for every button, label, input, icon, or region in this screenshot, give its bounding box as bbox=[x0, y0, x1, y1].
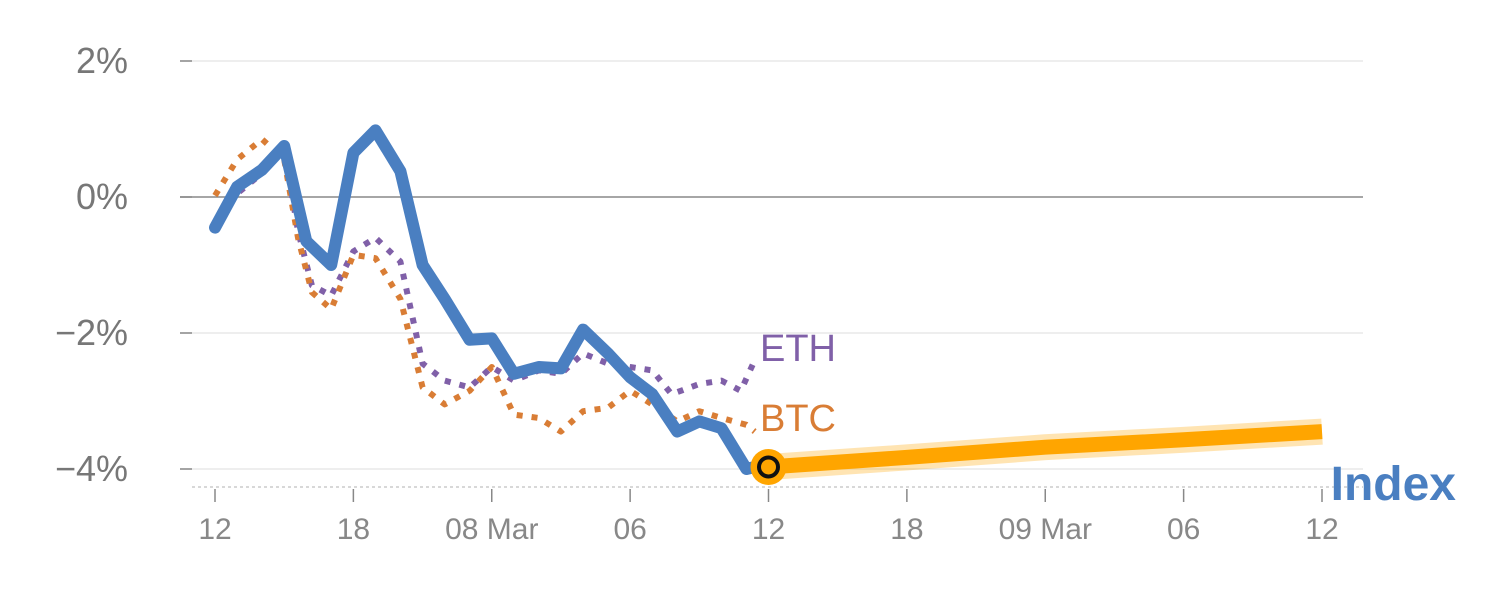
x-tick-label: 09 Mar bbox=[999, 513, 1092, 546]
x-tick-label: 06 bbox=[1167, 513, 1200, 546]
series-line-index bbox=[209, 124, 761, 475]
series-label-eth: ETH bbox=[760, 328, 836, 370]
x-tick-label: 06 bbox=[613, 513, 646, 546]
x-tick-label: 12 bbox=[198, 513, 231, 546]
x-tick-label: 18 bbox=[890, 513, 923, 546]
projection-line bbox=[767, 424, 1323, 475]
x-tick-label: 18 bbox=[337, 513, 370, 546]
y-tick-label: −4% bbox=[55, 448, 128, 489]
x-tick-label: 08 Mar bbox=[445, 513, 538, 546]
series-label-btc: BTC bbox=[760, 398, 836, 440]
y-tick-label: 2% bbox=[76, 40, 128, 81]
x-tick-label: 12 bbox=[752, 513, 785, 546]
x-tick-label: 12 bbox=[1305, 513, 1338, 546]
y-tick-label: 0% bbox=[76, 176, 128, 217]
current-marker-dot bbox=[757, 455, 780, 479]
current-marker-ring bbox=[750, 448, 787, 485]
y-tick-label: −2% bbox=[55, 312, 128, 353]
series-label-index: Index bbox=[1331, 458, 1457, 511]
